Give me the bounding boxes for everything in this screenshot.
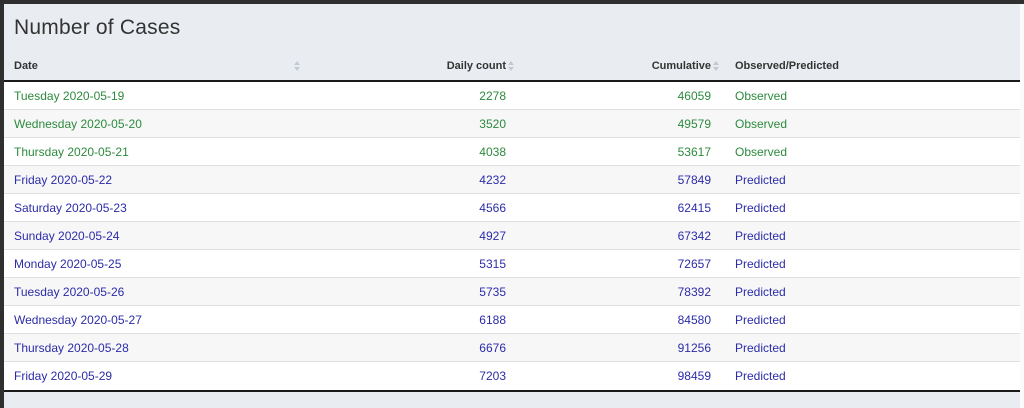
- status-cell: Predicted: [735, 312, 786, 327]
- column-header-daily-count[interactable]: Daily count: [304, 52, 516, 80]
- column-header-cumulative[interactable]: Cumulative: [516, 52, 721, 80]
- table-row[interactable]: Sunday 2020-05-24 4927 67342 Predicted: [4, 222, 1024, 250]
- column-header-observed-predicted: Observed/Predicted: [721, 52, 1020, 80]
- daily-count-cell: 4232: [479, 172, 506, 187]
- date-cell: Tuesday 2020-05-26: [14, 284, 125, 299]
- scrollbar-gutter: [1020, 4, 1024, 408]
- status-cell: Predicted: [735, 284, 786, 299]
- table-row[interactable]: Friday 2020-05-22 4232 57849 Predicted: [4, 166, 1024, 194]
- daily-count-cell: 5735: [479, 284, 506, 299]
- cumulative-cell: 57849: [677, 172, 711, 187]
- daily-count-cell: 5315: [479, 256, 506, 271]
- table-row[interactable]: Monday 2020-05-25 5315 72657 Predicted: [4, 250, 1024, 278]
- cumulative-cell: 53617: [677, 144, 711, 159]
- date-cell: Saturday 2020-05-23: [14, 200, 127, 215]
- date-cell: Thursday 2020-05-21: [14, 144, 129, 159]
- date-cell: Thursday 2020-05-28: [14, 340, 129, 355]
- status-cell: Predicted: [735, 200, 786, 215]
- panel-left-border: [0, 0, 4, 408]
- cumulative-cell: 78392: [677, 284, 711, 299]
- status-cell: Observed: [735, 144, 788, 159]
- daily-count-cell: 6676: [479, 340, 506, 355]
- date-cell: Friday 2020-05-22: [14, 172, 113, 187]
- cases-table-widget: Number of Cases Date Daily count Cumulat…: [4, 4, 1024, 408]
- table-row[interactable]: Tuesday 2020-05-19 2278 46059 Observed: [4, 82, 1024, 110]
- table-header-row: Date Daily count Cumulative Observed/Pre…: [4, 52, 1020, 82]
- panel-top-border: [0, 0, 1024, 4]
- status-cell: Predicted: [735, 340, 786, 355]
- status-cell: Predicted: [735, 172, 786, 187]
- daily-count-cell: 3520: [479, 116, 506, 131]
- cumulative-cell: 46059: [677, 88, 711, 103]
- table-row[interactable]: Friday 2020-05-29 7203 98459 Predicted: [4, 362, 1024, 390]
- column-header-observed-predicted-label: Observed/Predicted: [735, 60, 839, 72]
- sort-icon[interactable]: [506, 61, 516, 71]
- table-row[interactable]: Saturday 2020-05-23 4566 62415 Predicted: [4, 194, 1024, 222]
- column-header-cumulative-label: Cumulative: [651, 60, 711, 72]
- table-body: Tuesday 2020-05-19 2278 46059 Observed W…: [4, 82, 1024, 392]
- daily-count-cell: 4566: [479, 200, 506, 215]
- table-row[interactable]: Wednesday 2020-05-20 3520 49579 Observed: [4, 110, 1024, 138]
- status-cell: Observed: [735, 88, 788, 103]
- daily-count-cell: 6188: [479, 312, 506, 327]
- date-cell: Monday 2020-05-25: [14, 256, 122, 271]
- daily-count-cell: 4038: [479, 144, 506, 159]
- cumulative-cell: 84580: [677, 312, 711, 327]
- sort-icon[interactable]: [711, 61, 721, 71]
- table-row[interactable]: Wednesday 2020-05-27 6188 84580 Predicte…: [4, 306, 1024, 334]
- status-cell: Predicted: [735, 228, 786, 243]
- date-cell: Sunday 2020-05-24: [14, 228, 120, 243]
- date-cell: Tuesday 2020-05-19: [14, 88, 125, 103]
- status-cell: Predicted: [735, 369, 786, 383]
- cumulative-cell: 91256: [677, 340, 711, 355]
- table-row[interactable]: Thursday 2020-05-28 6676 91256 Predicted: [4, 334, 1024, 362]
- widget-footer: [4, 392, 1020, 408]
- status-cell: Predicted: [735, 256, 786, 271]
- daily-count-cell: 7203: [479, 369, 506, 383]
- status-cell: Observed: [735, 116, 788, 131]
- cumulative-cell: 49579: [677, 116, 711, 131]
- column-header-date[interactable]: Date: [4, 52, 304, 80]
- cumulative-cell: 67342: [677, 228, 711, 243]
- table-row[interactable]: Tuesday 2020-05-26 5735 78392 Predicted: [4, 278, 1024, 306]
- table-row[interactable]: Thursday 2020-05-21 4038 53617 Observed: [4, 138, 1024, 166]
- widget-header: Number of Cases: [4, 4, 1024, 52]
- cumulative-cell: 98459: [677, 369, 711, 383]
- page-title: Number of Cases: [14, 16, 181, 39]
- date-cell: Friday 2020-05-29: [14, 369, 113, 383]
- cumulative-cell: 62415: [677, 200, 711, 215]
- date-cell: Wednesday 2020-05-20: [14, 116, 142, 131]
- column-header-daily-count-label: Daily count: [446, 60, 506, 72]
- date-cell: Wednesday 2020-05-27: [14, 312, 142, 327]
- column-header-date-label: Date: [14, 60, 38, 72]
- cumulative-cell: 72657: [677, 256, 711, 271]
- daily-count-cell: 2278: [479, 88, 506, 103]
- sort-icon[interactable]: [292, 61, 302, 71]
- daily-count-cell: 4927: [479, 228, 506, 243]
